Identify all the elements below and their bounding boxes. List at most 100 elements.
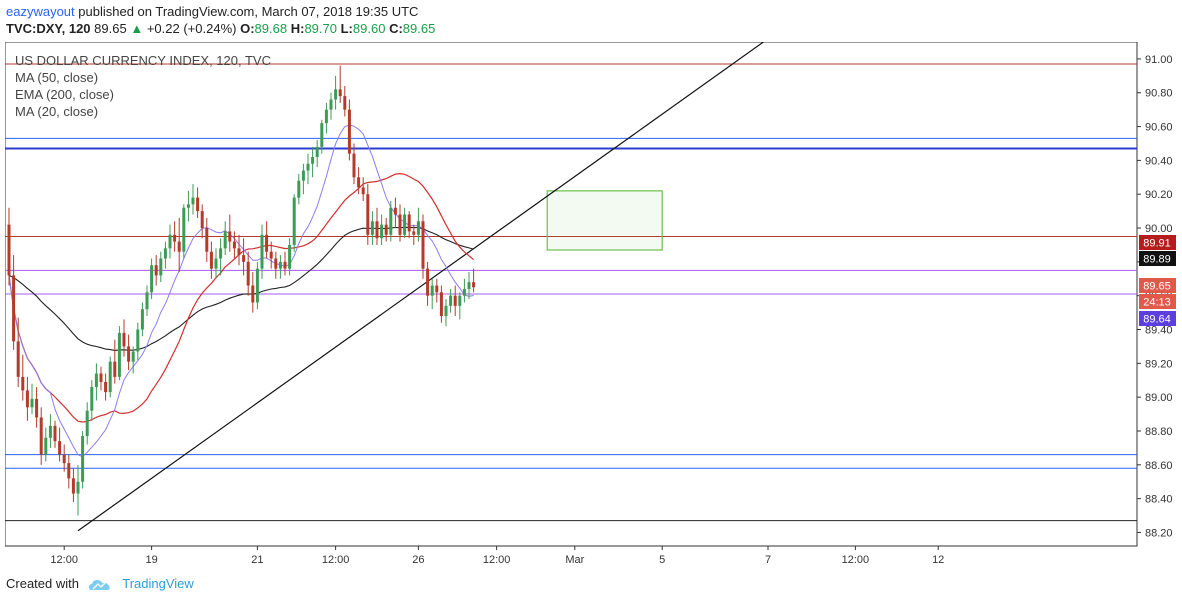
candle-body [140, 309, 144, 330]
candle [306, 153, 310, 185]
candle-body [30, 398, 34, 408]
y-tick-label: 90.00 [1145, 223, 1173, 235]
candle [297, 173, 301, 205]
candle [334, 75, 338, 110]
y-tick-label: 89.40 [1145, 325, 1173, 337]
price-change: +0.22 (+0.24%) [146, 21, 237, 36]
candle [163, 241, 167, 269]
candle [214, 248, 218, 279]
candle-body [12, 275, 16, 342]
candle-body [182, 207, 186, 252]
candle-body [44, 437, 48, 455]
candle [265, 221, 269, 259]
symbol-label: TVC:DXY, 120 [6, 21, 91, 36]
candle [30, 383, 34, 415]
candle-body [223, 231, 227, 249]
candle [219, 238, 223, 276]
candle [260, 224, 264, 279]
legend-ma20[interactable]: MA (20, close) [15, 104, 98, 119]
candle [76, 464, 80, 516]
candle [292, 194, 296, 252]
y-tick-label: 90.60 [1145, 122, 1173, 134]
candle-body [297, 180, 301, 198]
candle [205, 217, 209, 262]
candle-body [430, 285, 434, 296]
legend-ma50[interactable]: MA (50, close) [15, 70, 98, 85]
publish-line: eazywayout published on TradingView.com,… [6, 3, 418, 20]
candle-body [338, 89, 342, 97]
low-label: L: [340, 21, 353, 36]
candle-body [237, 248, 241, 256]
candle [25, 376, 29, 421]
candle-body [214, 258, 218, 269]
legend-title: US DOLLAR CURRENCY INDEX, 120, TVC [15, 53, 271, 68]
candle-body [343, 96, 347, 110]
candle [324, 102, 328, 134]
candle [352, 143, 356, 185]
candle [462, 278, 466, 303]
candle [39, 407, 43, 465]
candle-body [16, 341, 20, 377]
candle [62, 444, 66, 472]
candle [361, 177, 365, 201]
created-with-text: Created with [6, 576, 79, 591]
candle [472, 268, 476, 293]
candle [366, 184, 370, 245]
candle-body [251, 285, 255, 303]
candle [416, 207, 420, 242]
candle [237, 234, 241, 266]
tradingview-link[interactable]: TradingView [122, 576, 194, 591]
candle [99, 366, 103, 391]
box-rect [546, 190, 663, 251]
x-tick-label: 7 [765, 554, 771, 566]
countdown-tag-text: 24:13 [1143, 297, 1171, 309]
candle-body [361, 187, 365, 195]
candle-body [375, 221, 379, 239]
candle-body [301, 170, 305, 181]
candle-body [7, 224, 11, 276]
low-value: 89.60 [352, 21, 386, 36]
candle [85, 402, 89, 445]
candle-body [416, 221, 420, 235]
candle [191, 184, 195, 215]
candle-body [117, 332, 121, 377]
x-tick-label: 21 [251, 554, 263, 566]
x-tick-label: 12:00 [483, 554, 511, 566]
author-link[interactable]: eazywayout [6, 4, 75, 19]
candle-body [145, 292, 149, 310]
y-tick-label: 89.20 [1145, 358, 1173, 370]
candle-body [228, 231, 232, 242]
candle [412, 224, 416, 245]
candle-body [67, 463, 71, 479]
candle-body [462, 288, 466, 296]
x-tick-label: 12:00 [322, 554, 350, 566]
candle-body [85, 410, 89, 437]
candle [150, 258, 154, 300]
candle [246, 251, 250, 296]
x-tick-label: 26 [412, 554, 424, 566]
candle-body [39, 417, 43, 455]
ma50-tag: 89.91 [1139, 235, 1176, 250]
last-price-tag-text: 89.65 [1143, 281, 1171, 293]
candle [67, 454, 71, 489]
candle [421, 214, 425, 279]
candle [117, 326, 121, 381]
time-axis[interactable]: 12:00 19 21 12:00 26 12:00 Mar 5 7 12:00 12 [50, 546, 944, 566]
candle [343, 85, 347, 117]
candle [430, 278, 434, 310]
candle-body [154, 265, 158, 276]
candle [168, 224, 172, 259]
candle [71, 468, 75, 503]
candle [223, 221, 227, 256]
x-tick-label: 12:00 [842, 554, 870, 566]
ohlc-line: TVC:DXY, 120 89.65 ▲ +0.22 (+0.24%) O:89… [6, 20, 435, 37]
ma20-tag-text: 89.64 [1143, 314, 1171, 326]
price-chart[interactable]: 91.0090.8090.6090.4090.2090.0089.8089.60… [5, 42, 1177, 570]
candle-body [173, 234, 177, 242]
candle-body [467, 282, 471, 289]
candle [196, 187, 200, 218]
candle [228, 214, 232, 252]
candle-body [426, 268, 430, 296]
candle [435, 278, 439, 303]
legend-ema200[interactable]: EMA (200, close) [15, 87, 114, 102]
